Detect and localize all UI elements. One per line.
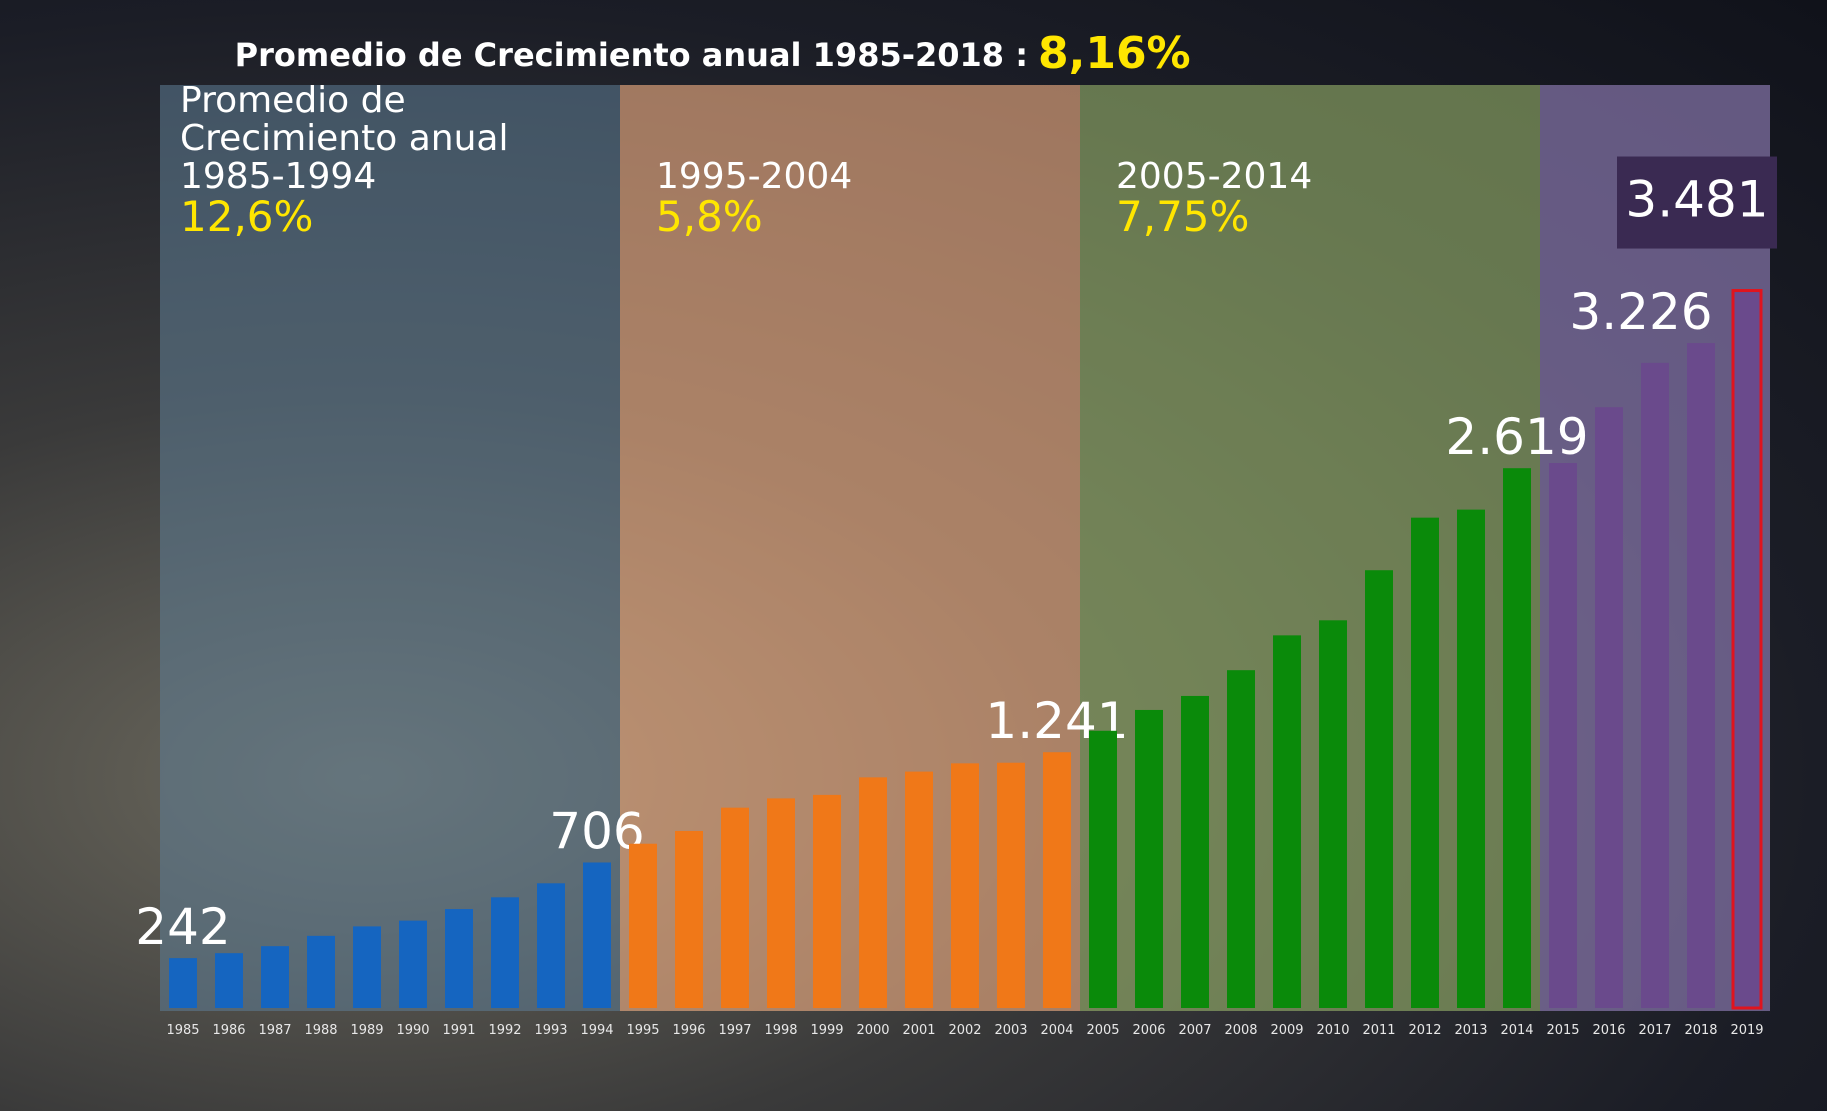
x-tick-label: 2015: [1546, 1023, 1579, 1038]
x-tick-label: 2014: [1500, 1023, 1533, 1038]
bar: [583, 862, 611, 1008]
bar: [537, 883, 565, 1008]
value-label: 3.226: [1569, 283, 1712, 341]
bar: [215, 953, 243, 1008]
period-band: [160, 85, 620, 1011]
bar: [629, 843, 657, 1008]
period-rate: 12,6%: [180, 192, 314, 241]
x-tick-label: 1997: [718, 1023, 751, 1038]
x-tick-label: 1991: [442, 1023, 475, 1038]
x-tick-label: 1990: [396, 1023, 429, 1038]
bar: [997, 762, 1025, 1008]
x-tick-label: 1999: [810, 1023, 843, 1038]
x-tick-label: 2003: [994, 1023, 1027, 1038]
bar: [307, 935, 335, 1008]
value-label: 2.619: [1445, 408, 1588, 466]
bar: [1227, 670, 1255, 1008]
bar: [1641, 362, 1669, 1009]
x-tick-label: 2010: [1316, 1023, 1349, 1038]
bar: [675, 830, 703, 1008]
value-label: 3.481: [1625, 171, 1768, 229]
bar: [1135, 709, 1163, 1008]
x-tick-label: 1992: [488, 1023, 521, 1038]
title-highlight: 8,16%: [1038, 28, 1191, 79]
bar: [721, 807, 749, 1008]
bar: [1411, 517, 1439, 1008]
bar: [1731, 289, 1763, 1010]
x-tick-label: 1998: [764, 1023, 797, 1038]
x-tick-label: 2016: [1592, 1023, 1625, 1038]
bar: [1043, 752, 1071, 1008]
bar: [951, 763, 979, 1008]
period-text: 1995-2004 5,8%: [656, 158, 986, 238]
bar: [1503, 468, 1531, 1008]
x-tick-label: 2013: [1454, 1023, 1487, 1038]
bar: [859, 777, 887, 1008]
x-tick-label: 2009: [1270, 1023, 1303, 1038]
bar: [1687, 343, 1715, 1008]
x-tick-label: 1987: [258, 1023, 291, 1038]
x-tick-label: 2002: [948, 1023, 981, 1038]
x-tick-label: 1986: [212, 1023, 245, 1038]
period-text: Promedio de Crecimiento anual 1985-1994 1…: [180, 82, 510, 238]
period-label: Promedio de Crecimiento anual 1985-1994: [180, 80, 509, 197]
x-tick-label: 2012: [1408, 1023, 1441, 1038]
x-tick-label: 1989: [350, 1023, 383, 1038]
x-tick-label: 1996: [672, 1023, 705, 1038]
x-tick-label: 1985: [166, 1023, 199, 1038]
x-tick-label: 2004: [1040, 1023, 1073, 1038]
value-label: 706: [549, 802, 644, 860]
x-tick-label: 2017: [1638, 1023, 1671, 1038]
x-tick-label: 2005: [1086, 1023, 1119, 1038]
bar: [1089, 730, 1117, 1008]
bar: [399, 920, 427, 1008]
period-text: 2005-2014 7,75%: [1116, 158, 1446, 238]
x-tick-label: 2008: [1224, 1023, 1257, 1038]
bar: [1595, 407, 1623, 1008]
x-tick-label: 2011: [1362, 1023, 1395, 1038]
period-label: 1995-2004: [656, 156, 853, 197]
bar: [1319, 620, 1347, 1008]
bar: [1365, 570, 1393, 1008]
x-tick-label: 2019: [1730, 1023, 1763, 1038]
chart-title: Promedio de Crecimiento anual 1985-2018 …: [235, 36, 1028, 74]
value-label-box: [1617, 156, 1777, 249]
x-tick-label: 1994: [580, 1023, 613, 1038]
period-rate: 7,75%: [1116, 192, 1250, 241]
bar: [445, 909, 473, 1008]
x-tick-label: 2018: [1684, 1023, 1717, 1038]
bar: [1181, 695, 1209, 1008]
x-tick-label: 1993: [534, 1023, 567, 1038]
period-label: 2005-2014: [1116, 156, 1313, 197]
bar: [905, 771, 933, 1008]
x-tick-label: 1988: [304, 1023, 337, 1038]
x-tick-label: 2007: [1178, 1023, 1211, 1038]
x-tick-label: 2001: [902, 1023, 935, 1038]
bar: [261, 946, 289, 1008]
bar: [767, 798, 795, 1008]
x-tick-label: 2006: [1132, 1023, 1165, 1038]
bar: [1549, 463, 1577, 1008]
bar: [169, 958, 197, 1008]
x-tick-label: 1995: [626, 1023, 659, 1038]
period-rate: 5,8%: [656, 192, 763, 241]
bar: [1273, 635, 1301, 1008]
bar: [813, 794, 841, 1008]
bar: [353, 926, 381, 1008]
bar: [491, 897, 519, 1008]
x-tick-label: 2000: [856, 1023, 889, 1038]
bar: [1457, 509, 1485, 1008]
value-label: 242: [135, 898, 230, 956]
